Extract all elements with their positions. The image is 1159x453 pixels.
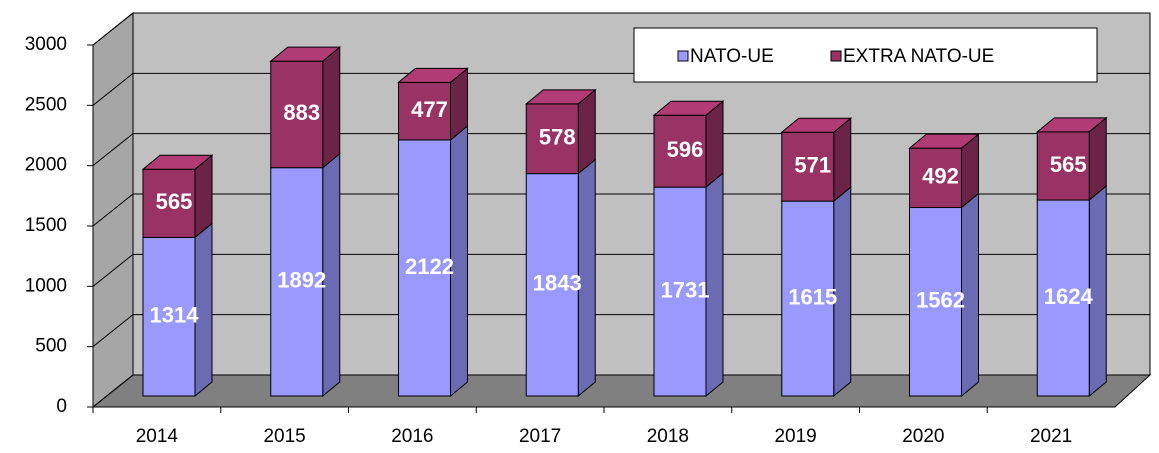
bar-top <box>397 67 469 83</box>
y-tick-label: 1500 <box>25 215 67 236</box>
bar-top <box>652 100 725 116</box>
y-tick-label: 1000 <box>25 275 67 296</box>
grid-line <box>92 133 134 167</box>
data-label: 492 <box>922 164 959 189</box>
grid-line <box>92 72 134 106</box>
x-tick-label: 2018 <box>647 426 689 447</box>
bar <box>781 131 835 202</box>
bars: 1314 565 1892 883 2122 477 1843 578 1731 596 1615 5… <box>141 46 1108 398</box>
y-tick-label: 0 <box>56 396 67 417</box>
bar <box>398 81 451 141</box>
bar-top <box>908 133 980 149</box>
legend: NATO-UE EXTRA NATO-UE <box>633 27 1098 83</box>
legend-label: NATO-UE <box>690 46 774 67</box>
legend-label: EXTRA NATO-UE <box>843 46 994 67</box>
data-label: 1624 <box>1044 284 1094 309</box>
bar <box>270 60 324 169</box>
grid-line <box>92 12 134 46</box>
data-label: 571 <box>794 152 831 177</box>
bar <box>909 207 962 397</box>
bar <box>270 167 324 397</box>
bar-side <box>577 88 596 175</box>
bar-side <box>322 46 341 169</box>
bar-top <box>269 46 342 62</box>
legend-swatch <box>677 50 689 62</box>
bar-side <box>705 100 724 189</box>
bar <box>653 186 707 397</box>
grid-line <box>92 193 134 227</box>
legend-box <box>633 27 1098 83</box>
data-label: 1314 <box>150 303 200 328</box>
data-label: 2122 <box>405 254 454 279</box>
bar <box>1036 131 1090 201</box>
x-tick-label: 2019 <box>774 426 816 447</box>
bar <box>909 147 962 209</box>
grid-line <box>92 314 134 348</box>
floor <box>91 374 1152 408</box>
x-tick-label: 2016 <box>391 426 433 447</box>
legend-swatch <box>830 50 842 62</box>
bar <box>142 236 196 397</box>
bar-top <box>1035 117 1108 133</box>
bar <box>398 139 451 397</box>
bar-top <box>780 117 853 133</box>
data-label: 1892 <box>277 268 326 293</box>
x-tick-label: 2017 <box>519 426 561 447</box>
x-tick-label: 2020 <box>902 426 944 447</box>
bar-top <box>524 89 597 105</box>
y-tick-label: 2000 <box>25 155 67 176</box>
data-label: 1562 <box>916 288 965 313</box>
grid-line <box>92 374 134 408</box>
bar <box>1036 199 1090 397</box>
x-tick-label: 2015 <box>263 426 305 447</box>
x-tick-label: 2021 <box>1030 426 1072 447</box>
data-label: 1731 <box>661 277 710 302</box>
grid-line <box>92 253 134 287</box>
data-label: 596 <box>667 137 704 162</box>
data-label: 883 <box>283 100 320 125</box>
data-label: 578 <box>539 125 576 150</box>
y-tick-label: 3000 <box>25 34 67 55</box>
x-tick-label: 2014 <box>136 426 179 447</box>
bar-top <box>141 154 214 170</box>
data-label: 565 <box>1050 152 1087 177</box>
data-label: 1615 <box>788 284 837 309</box>
y-tick-label: 500 <box>35 336 67 357</box>
data-label: 477 <box>411 97 448 122</box>
y-tick-label: 2500 <box>25 94 67 115</box>
bar <box>653 114 707 188</box>
data-label: 565 <box>156 189 193 214</box>
data-label: 1843 <box>533 271 582 296</box>
